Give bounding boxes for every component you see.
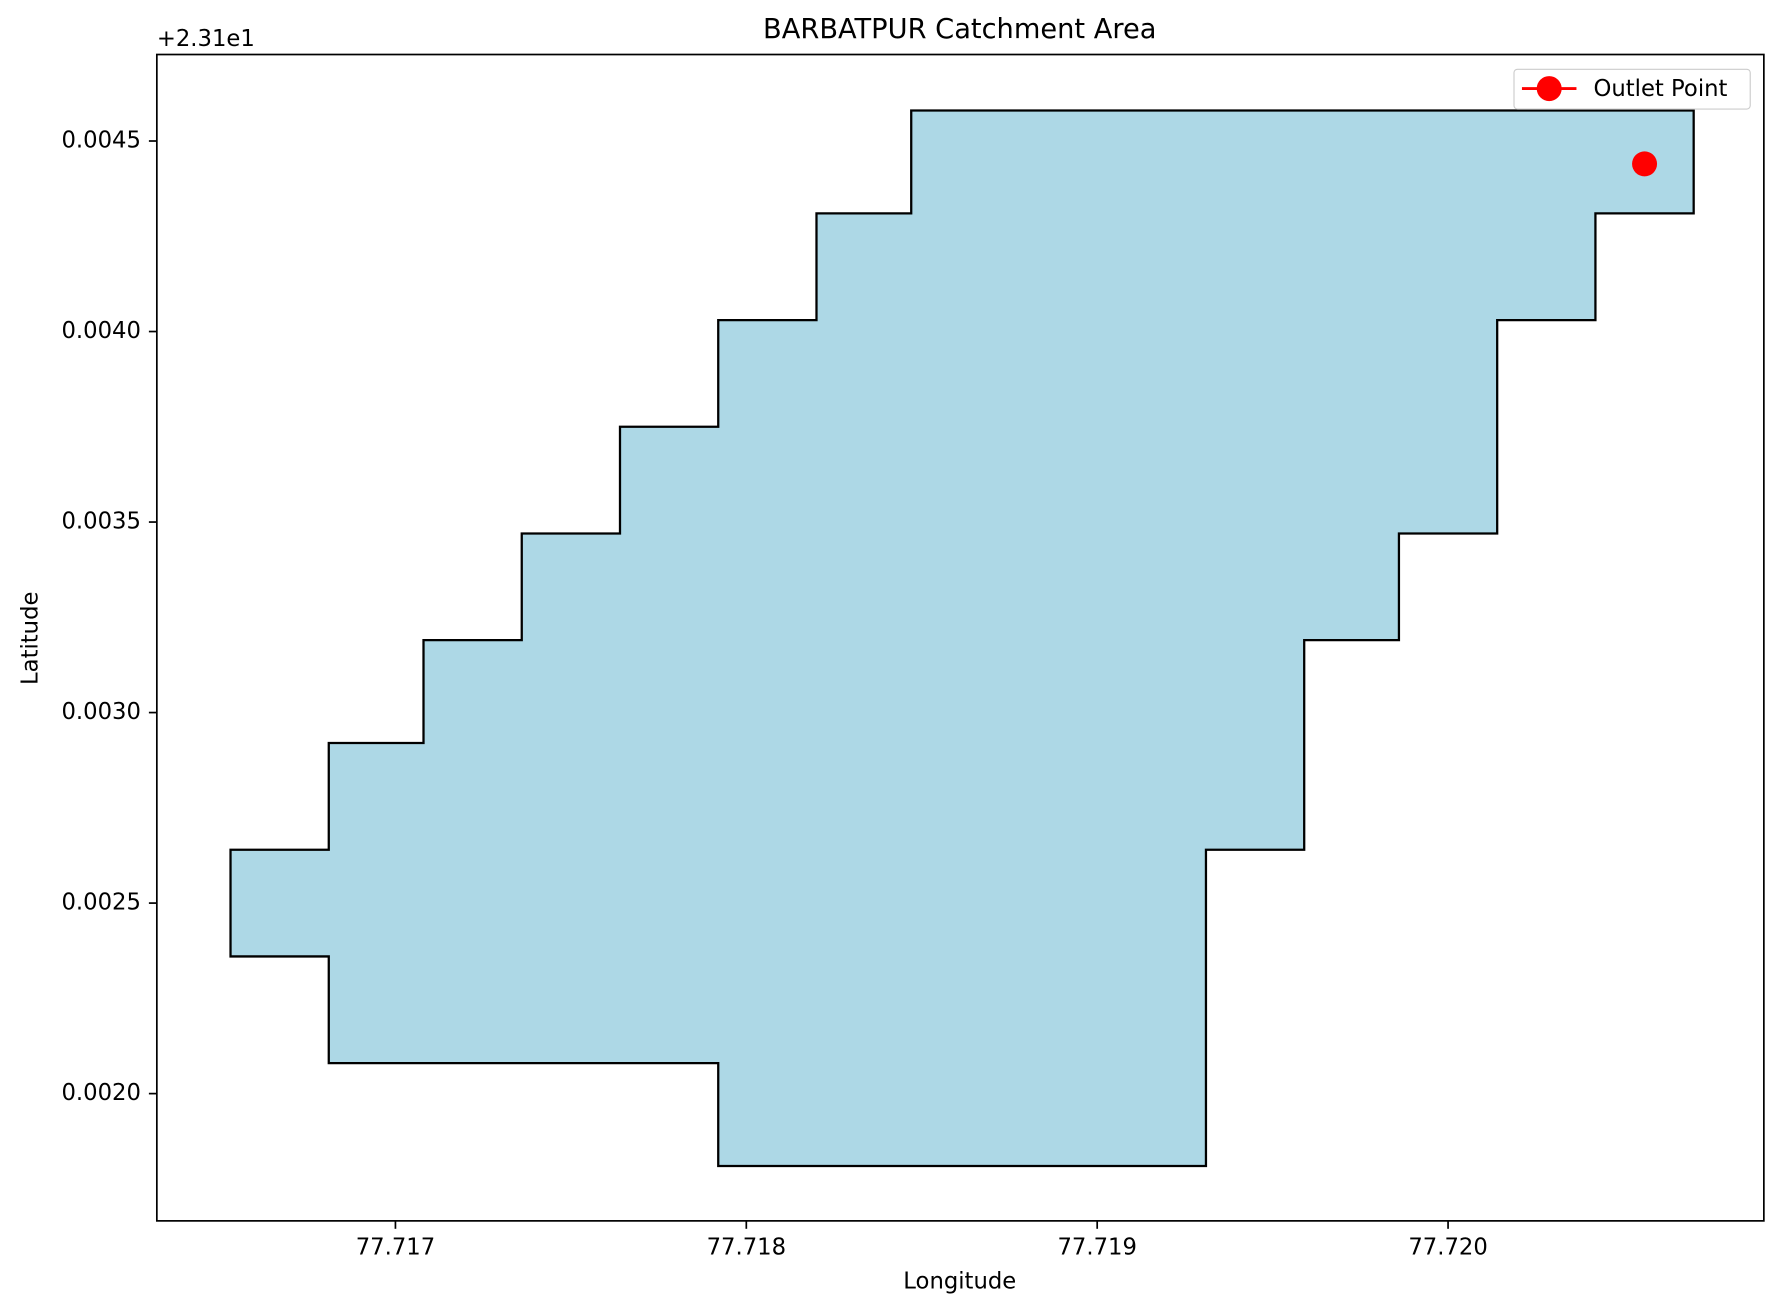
x-tick-label: 77.718: [707, 1235, 786, 1261]
legend-label: Outlet Point: [1593, 76, 1727, 102]
legend-marker: [1536, 76, 1562, 102]
legend: Outlet Point: [1513, 68, 1751, 110]
y-tick-label: 0.0045: [61, 128, 140, 154]
y-axis-label: Latitude: [17, 592, 43, 685]
y-tick-label: 0.0035: [61, 509, 140, 535]
axes-frame: [155, 53, 1765, 1222]
y-tick-label: 0.0025: [61, 890, 140, 916]
chart-title: BARBATPUR Catchment Area: [763, 14, 1156, 45]
x-tick-label: 77.719: [1057, 1235, 1136, 1261]
catchment-polygon: [229, 109, 1695, 1168]
x-tick-label: 77.717: [356, 1235, 435, 1261]
y-offset-label: +2.31e1: [157, 26, 255, 52]
outlet-point: [1632, 151, 1658, 177]
x-tick-label: 77.720: [1408, 1235, 1487, 1261]
x-axis-label: Longitude: [903, 1269, 1016, 1295]
legend-box: [1513, 68, 1751, 110]
y-tick-label: 0.0030: [61, 699, 140, 725]
y-tick-label: 0.0020: [61, 1080, 140, 1106]
y-tick-label: 0.0040: [61, 318, 140, 344]
